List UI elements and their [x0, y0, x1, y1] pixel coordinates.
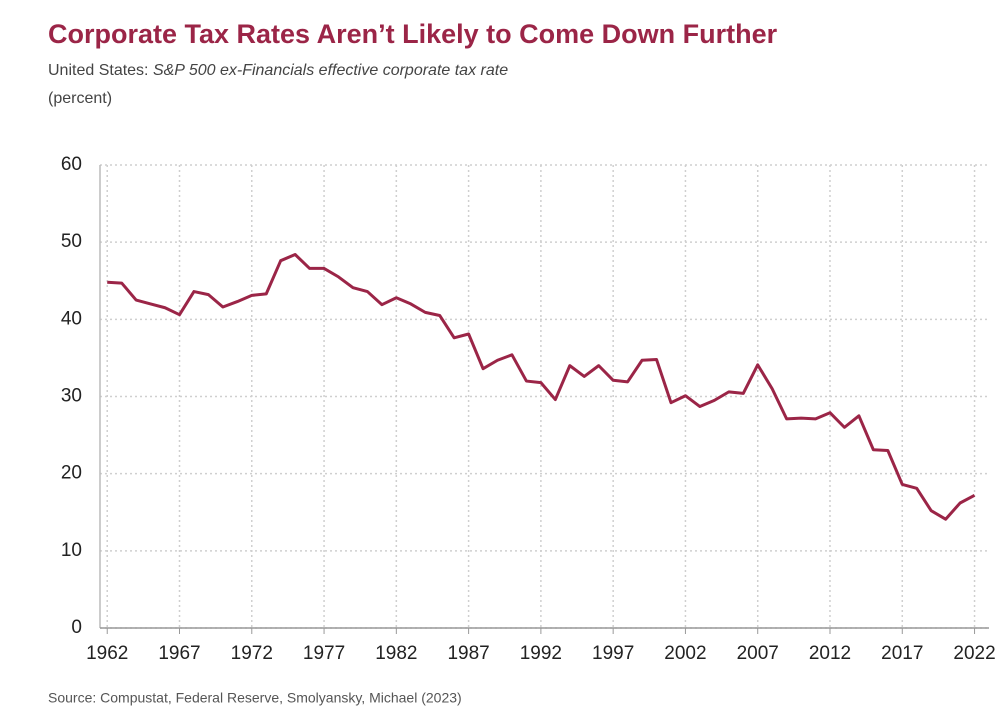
x-tick-label: 1992	[520, 643, 562, 664]
y-tick-label: 10	[61, 540, 82, 561]
x-tick-label: 1967	[158, 643, 200, 664]
x-tick-label: 1982	[375, 643, 417, 664]
subtitle-series: S&P 500 ex-Financials effective corporat…	[153, 62, 508, 79]
x-tick-label: 1962	[86, 643, 128, 664]
x-tick-label: 2002	[664, 643, 706, 664]
x-tick-label: 1987	[447, 643, 489, 664]
chart-title: Corporate Tax Rates Aren’t Likely to Com…	[48, 19, 778, 49]
source-note: Source: Compustat, Federal Reserve, Smol…	[48, 690, 462, 706]
x-tick-label: 2017	[881, 643, 923, 664]
y-tick-label: 0	[71, 617, 82, 638]
x-tick-label: 1977	[303, 643, 345, 664]
x-tick-label: 1997	[592, 643, 634, 664]
x-tick-label: 1972	[231, 643, 273, 664]
x-tick-label: 2012	[809, 643, 851, 664]
y-axis-label: (percent)	[48, 90, 112, 107]
subtitle: United States: S&P 500 ex-Financials eff…	[48, 62, 508, 79]
data-line	[107, 253, 976, 521]
x-tick-label: 2007	[737, 643, 779, 664]
subtitle-region: United States:	[48, 62, 149, 79]
y-tick-label: 20	[61, 463, 82, 484]
x-tick-label: 2022	[953, 643, 995, 664]
y-tick-label: 30	[61, 386, 82, 407]
y-tick-label: 50	[61, 231, 82, 252]
y-tick-label: 60	[61, 154, 82, 175]
y-tick-label: 40	[61, 308, 82, 329]
